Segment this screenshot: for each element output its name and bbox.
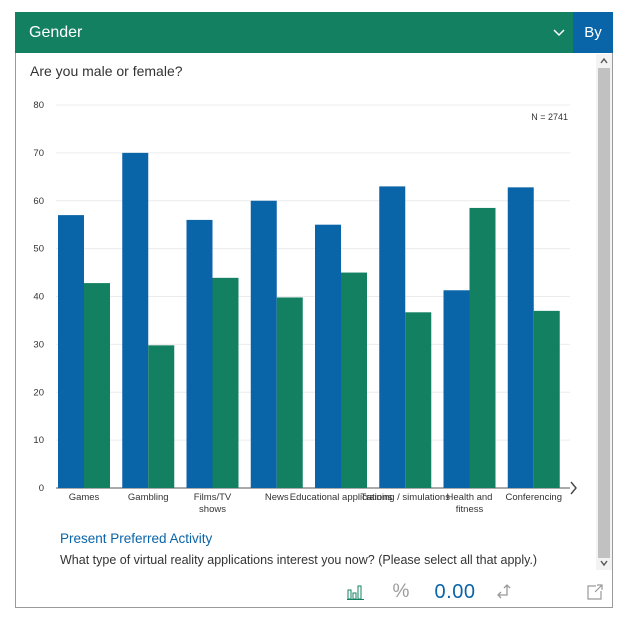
by-button-label: By — [584, 24, 602, 41]
y-tick-label: 10 — [33, 435, 44, 446]
x-tick-label: Training / simulations — [361, 492, 451, 503]
by-button[interactable]: By — [573, 12, 613, 53]
bar[interactable] — [250, 200, 277, 488]
bar[interactable] — [84, 283, 110, 488]
y-tick-label: 80 — [33, 100, 44, 111]
section-question-text: What type of virtual reality application… — [60, 553, 538, 567]
bar-chart: 0 10 20 30 40 50 60 70 80 Games Gambling Films/TVs… — [33, 100, 577, 515]
chevron-down-icon — [545, 28, 573, 37]
y-tick-label: 70 — [33, 148, 44, 159]
bar[interactable] — [186, 219, 213, 488]
y-tick-label: 60 — [33, 196, 44, 207]
bar[interactable] — [58, 215, 84, 489]
x-tick-label: Conferencing — [505, 492, 562, 503]
variable-dropdown-label: Gender — [29, 23, 83, 41]
y-tick-label: 0 — [39, 483, 44, 494]
x-tick-label: shows — [199, 504, 226, 515]
y-tick-label: 30 — [33, 339, 44, 350]
chart-next-arrow-icon[interactable] — [570, 481, 577, 495]
bar[interactable] — [533, 310, 560, 488]
bar[interactable] — [276, 297, 303, 488]
bar[interactable] — [122, 152, 149, 488]
bar[interactable] — [379, 186, 406, 488]
y-tick-label: 40 — [33, 292, 44, 303]
question-text: Are you male or female? — [30, 63, 183, 79]
decimal-places-toggle[interactable]: 0.00 — [434, 580, 476, 603]
scroll-down-icon[interactable] — [596, 556, 612, 570]
bar-chart-icon[interactable] — [346, 580, 366, 604]
section-title-link[interactable]: Present Preferred Activity — [60, 531, 213, 546]
scroll-up-icon[interactable] — [596, 54, 612, 68]
variable-dropdown[interactable]: Gender — [15, 12, 573, 53]
y-tick-label: 20 — [33, 387, 44, 398]
scrollbar-thumb[interactable] — [598, 68, 610, 558]
bar[interactable] — [148, 345, 175, 488]
sample-size-label: N = 2741 — [531, 112, 568, 122]
x-tick-label: News — [265, 492, 289, 503]
x-tick-label: Educational applications — [290, 492, 393, 503]
bar[interactable] — [315, 224, 341, 488]
bar[interactable] — [405, 312, 432, 488]
x-tick-label: Gambling — [128, 492, 169, 503]
widget-header: Gender By — [15, 12, 613, 53]
bar[interactable] — [341, 272, 367, 488]
y-tick-label: 50 — [33, 244, 44, 255]
bar[interactable] — [212, 277, 239, 488]
swap-icon[interactable] — [494, 580, 516, 604]
x-tick-label: Games — [69, 492, 100, 503]
x-tick-label: Health and — [447, 492, 493, 503]
bar[interactable] — [469, 207, 496, 488]
x-tick-label: fitness — [456, 504, 484, 515]
x-tick-label: Films/TV — [194, 492, 232, 503]
expand-icon[interactable] — [584, 580, 606, 604]
vertical-scrollbar[interactable] — [596, 54, 612, 570]
bar[interactable] — [443, 290, 470, 488]
bar[interactable] — [507, 187, 534, 488]
percent-toggle[interactable]: % — [392, 581, 410, 602]
